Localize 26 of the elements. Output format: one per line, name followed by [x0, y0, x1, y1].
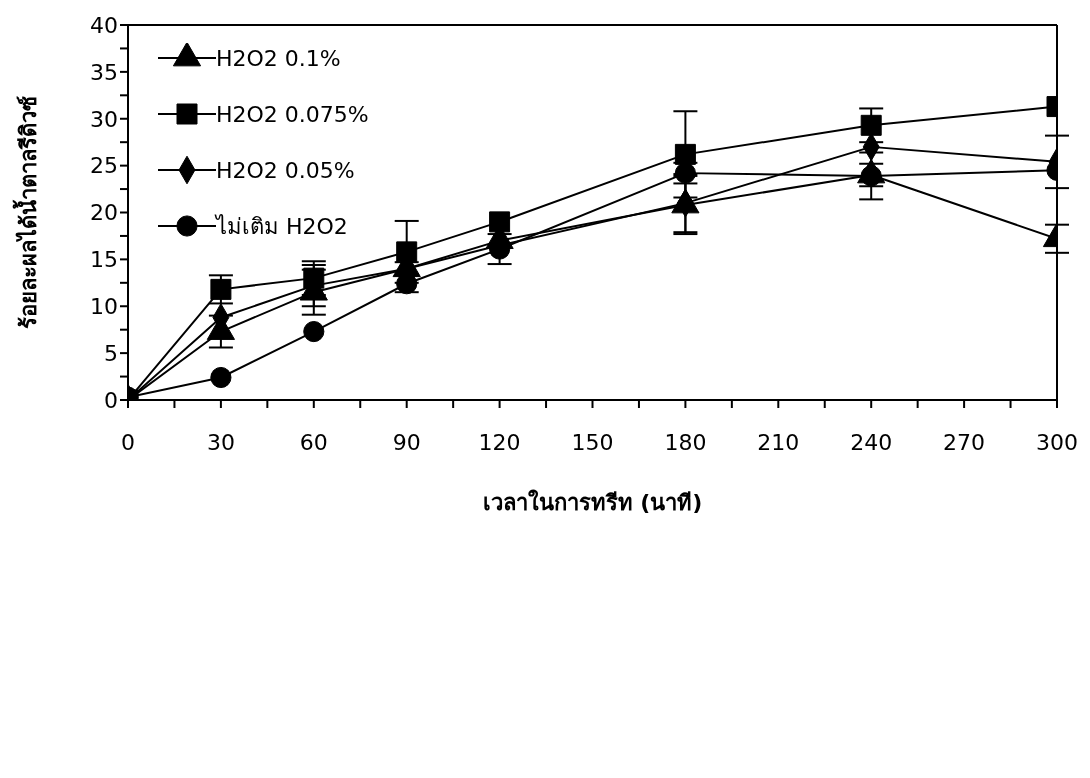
x-tick-label: 270: [943, 429, 986, 455]
x-tick-label: 90: [392, 429, 421, 455]
y-tick-label: 0: [104, 387, 118, 413]
y-tick-label: 30: [90, 106, 118, 132]
x-tick-label: 60: [299, 429, 328, 455]
y-tick-label: 35: [90, 59, 118, 85]
legend-label: H2O2 0.1%: [216, 45, 341, 71]
x-axis-title: เวลาในการทรีท (นาที): [482, 489, 703, 515]
x-tick-label: 0: [121, 429, 135, 455]
x-tick-label: 150: [571, 429, 614, 455]
x-tick-label: 300: [1036, 429, 1078, 455]
x-tick-label: 240: [850, 429, 893, 455]
legend-label: H2O2 0.075%: [216, 101, 369, 127]
y-tick-label: 10: [90, 294, 118, 320]
legend-label: H2O2 0.05%: [216, 157, 355, 183]
y-tick-label: 15: [90, 247, 118, 273]
legend-label: ไม่เติม H2O2: [216, 212, 348, 241]
x-tick-label: 30: [206, 429, 235, 455]
x-tick-label: 120: [478, 429, 521, 455]
y-tick-label: 20: [90, 200, 118, 226]
y-tick-label: 5: [104, 340, 118, 366]
x-tick-label: 180: [664, 429, 707, 455]
y-tick-label: 25: [90, 153, 118, 179]
y-tick-label: 40: [90, 12, 118, 38]
x-tick-label: 210: [757, 429, 800, 455]
y-axis-title: ร้อยละผลได้น้ำตาลรีดิวซ์: [11, 96, 41, 329]
